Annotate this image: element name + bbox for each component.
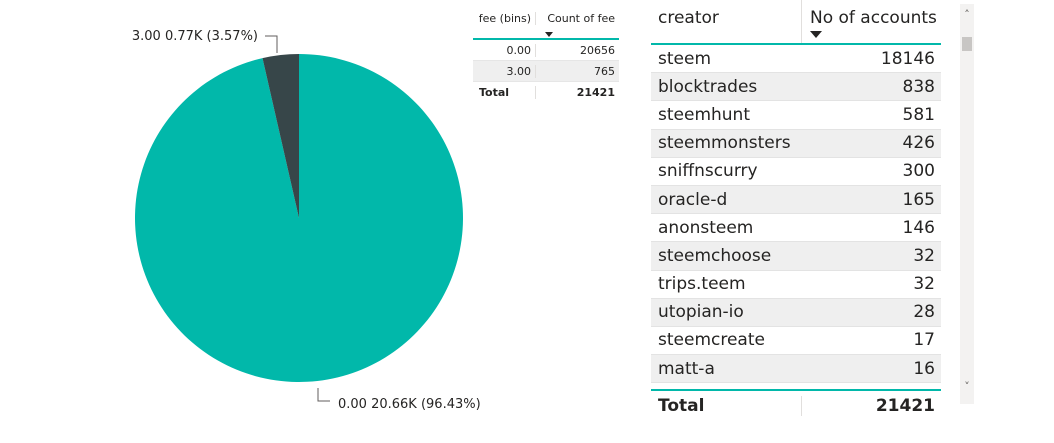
vertical-scrollbar[interactable]: ˄ ˅	[960, 4, 974, 404]
creator-name-cell: steem	[658, 48, 712, 69]
creator-name-cell: trips.teem	[658, 274, 746, 295]
scroll-thumb[interactable]	[962, 37, 972, 51]
table-row: oracle-d 165	[651, 185, 941, 215]
creator-table-header: creator No of accounts	[651, 0, 941, 45]
pie-data-label: 3.00 0.77K (3.57%)	[132, 29, 258, 44]
creator-name-cell: anonsteem	[658, 217, 754, 238]
sort-descending-icon[interactable]	[545, 32, 553, 37]
fee-bin-cell: 3.00	[506, 64, 532, 78]
account-count-cell: 16	[913, 358, 935, 379]
table-row: 3.00 765	[473, 61, 619, 82]
fee-bins-table: fee (bins) Count of fee 0.00 20656 3.00 …	[473, 12, 619, 102]
account-count-cell: 165	[902, 189, 935, 210]
chevron-up-icon[interactable]: ˄	[964, 8, 970, 21]
creator-name-cell: oracle-d	[658, 189, 728, 210]
table-row: trips.teem 32	[651, 271, 941, 299]
account-count-cell: 28	[913, 302, 935, 323]
leader-line	[265, 35, 278, 53]
creator-name-cell: blocktrades	[658, 76, 758, 97]
account-count-cell: 32	[913, 274, 935, 295]
pie-data-label: 0.00 20.66K (96.43%)	[338, 397, 481, 412]
fee-table-header: fee (bins) Count of fee	[473, 12, 619, 40]
creator-table-body[interactable]: steem 18146 blocktrades 838 steemhunt 581 stee…	[651, 45, 941, 387]
no-of-accounts-header[interactable]: No of accounts	[801, 0, 941, 43]
table-row: 0.00 20656	[473, 40, 619, 61]
fee-count-cell: 765	[535, 64, 619, 78]
creator-name-cell: matt-a	[658, 358, 715, 379]
table-row: steem 18146	[651, 45, 941, 74]
creator-total-value: 21421	[801, 396, 941, 416]
table-row: anonsteem 146	[651, 214, 941, 243]
chevron-down-icon[interactable]: ˅	[964, 380, 970, 393]
pie-chart: 0.00 20.66K (96.43%) 3.00 0.77K (3.57%)	[132, 29, 481, 412]
creator-table-total-row: Total 21421	[651, 389, 941, 421]
account-count-cell: 838	[902, 76, 935, 97]
creator-table: creator No of accounts steem 18146 blocktr…	[651, 0, 941, 421]
account-count-cell: 32	[913, 245, 935, 266]
account-count-cell: 581	[902, 104, 935, 125]
creator-name-cell: sniffnscurry	[658, 161, 758, 182]
fee-count-cell: 20656	[535, 43, 619, 57]
creator-name-cell: steemcreate	[658, 330, 765, 351]
fee-bins-header[interactable]: fee (bins)	[478, 12, 531, 25]
table-row: matt-a 16	[651, 355, 941, 384]
fee-table-total-row: Total 21421	[473, 82, 619, 102]
leader-line	[317, 388, 330, 402]
table-row: blocktrades 838	[651, 73, 941, 102]
account-count-cell: 426	[902, 133, 935, 154]
creator-header[interactable]: creator	[658, 8, 719, 28]
creator-total-label: Total	[658, 396, 705, 416]
table-row: sniffnscurry 300	[651, 158, 941, 186]
sort-descending-icon[interactable]	[810, 31, 822, 38]
creator-name-cell: steemmonsters	[658, 133, 791, 154]
fee-bin-cell: 0.00	[506, 43, 532, 57]
table-row: steemcreate 17	[651, 327, 941, 356]
pie-slice-0.00[interactable]	[134, 54, 463, 382]
count-of-fee-header[interactable]: Count of fee	[535, 12, 619, 25]
fee-total-value: 21421	[535, 85, 619, 99]
account-count-cell: 17	[913, 330, 935, 351]
creator-name-cell: steemhunt	[658, 104, 750, 125]
account-count-cell: 146	[902, 217, 935, 238]
pie-slice-3.00[interactable]	[262, 54, 299, 218]
account-count-cell: 300	[902, 161, 935, 182]
creator-name-cell: steemchoose	[658, 245, 772, 266]
account-count-cell: 18146	[880, 48, 935, 69]
table-row: utopian-io 28	[651, 298, 941, 327]
table-row: steemchoose 32	[651, 242, 941, 271]
creator-name-cell: utopian-io	[658, 302, 744, 323]
table-row: steemmonsters 426	[651, 129, 941, 158]
fee-total-label: Total	[479, 85, 510, 99]
table-row: steemhunt 581	[651, 101, 941, 130]
